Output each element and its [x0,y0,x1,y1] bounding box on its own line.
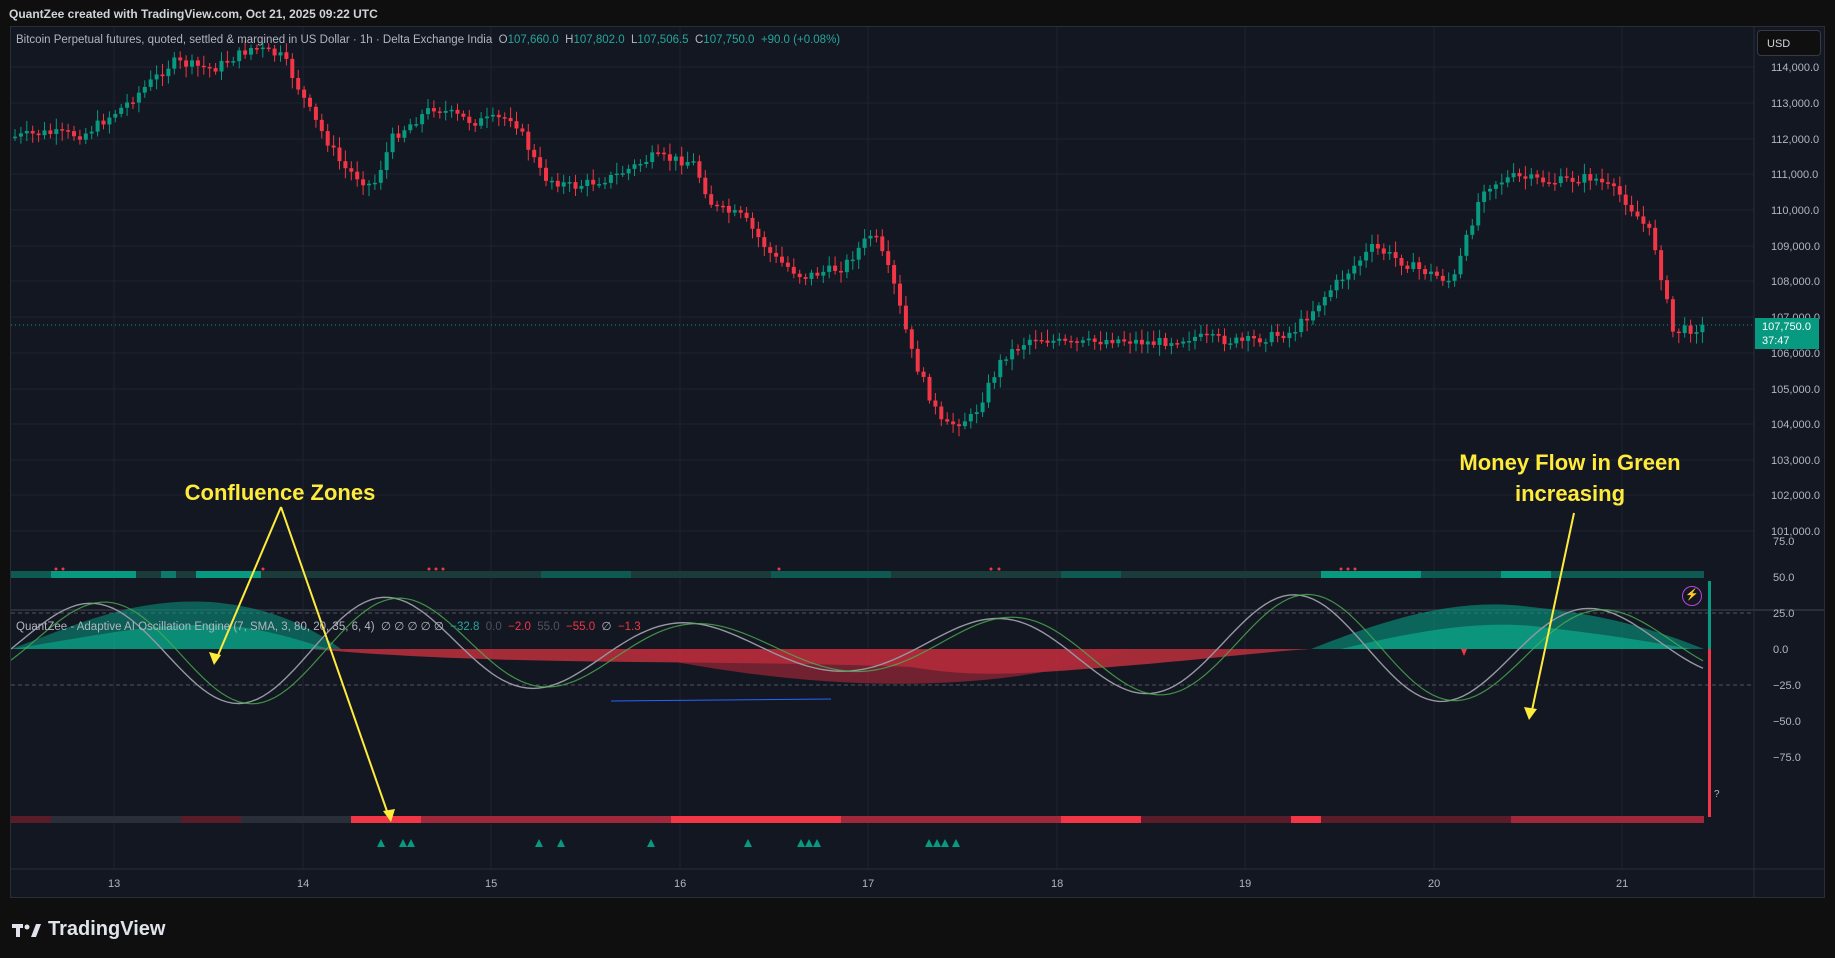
change-value: +90.0 (+0.08%) [760,34,841,46]
annotation-money-flow: Money Flow in Green increasing [1440,447,1700,509]
indicator-value-3: −2.0 [508,621,531,633]
price-axis-label: 110,000.0 [1771,205,1819,217]
osc-question-mark[interactable]: ? [1714,789,1720,800]
high-label: H [565,34,574,46]
price-axis-label: 111,000.0 [1771,169,1818,181]
tradingview-brand-text: TradingView [48,918,166,940]
osc-axis-label: −50.0 [1773,716,1801,728]
close-value: 107,750.0 [703,34,755,46]
credit-bar: QuantZee created with TradingView.com, O… [0,0,1835,26]
time-axis-label: 15 [485,878,497,890]
price-axis-label: 104,000.0 [1771,419,1820,431]
symbol-description: Bitcoin Perpetual futures, quoted, settl… [16,34,493,46]
time-axis-label: 21 [1616,878,1628,890]
price-axis-label: 114,000.0 [1771,62,1819,74]
indicator-empty-values: ∅ ∅ ∅ ∅ ∅ [381,621,444,633]
price-axis-label: 109,000.0 [1771,241,1820,253]
annotation-money-flow-line1: Money Flow in Green [1459,450,1681,475]
time-axis-label: 13 [108,878,120,890]
close-label: C [694,34,704,46]
time-axis-label: 17 [862,878,874,890]
chart-canvas[interactable]: 114,000.0 113,000.0 112,000.0 111,000.0 110,… [11,27,1824,897]
price-axis-label: 105,000.0 [1771,384,1820,396]
osc-axis-label: −25.0 [1773,680,1801,692]
last-price-value: 107,750.0 [1762,321,1811,333]
bar-countdown: 37:47 [1762,335,1790,347]
osc-axis-label: −75.0 [1773,752,1801,764]
time-axis-label: 20 [1428,878,1440,890]
chart-area[interactable]: 114,000.0 113,000.0 112,000.0 111,000.0 110,… [10,26,1825,898]
indicator-value-1: −32.8 [450,621,480,633]
price-axis-label: 112,000.0 [1771,134,1819,146]
low-value: 107,506.5 [637,34,689,46]
price-axis-label: 103,000.0 [1771,455,1820,467]
high-value: 107,802.0 [573,34,625,46]
indicator-value-2: 0.0 [485,621,502,633]
open-value: 107,660.0 [507,34,559,46]
open-label: O [498,34,508,46]
annotation-confluence-zones: Confluence Zones [184,480,376,505]
tradingview-logo[interactable]: TradingView [12,918,165,941]
currency-button[interactable]: USD [1757,30,1821,56]
indicator-value-6: ∅ [601,621,612,633]
indicator-value-7: −1.3 [617,621,641,633]
price-axis-label: 101,000.0 [1771,526,1820,538]
price-axis-label: 108,000.0 [1771,276,1820,288]
time-axis-label: 18 [1051,878,1063,890]
time-axis-label: 14 [297,878,309,890]
annotation-money-flow-line2: increasing [1514,481,1626,506]
osc-axis-label: 0.0 [1773,644,1788,656]
price-axis-label: 106,000.0 [1771,348,1820,360]
price-axis-label: 102,000.0 [1771,490,1820,502]
lightning-icon[interactable]: ⚡ [1682,586,1702,606]
indicator-name: QuantZee - Adaptive AI Oscillation Engin… [16,621,375,633]
osc-axis-label: 75.0 [1773,536,1794,548]
low-label: L [631,34,638,46]
indicator-value-5: −55.0 [566,621,596,633]
time-axis-label: 16 [674,878,686,890]
osc-axis-label: 25.0 [1773,608,1794,620]
indicator-value-4: 55.0 [537,621,560,633]
main-legend: Bitcoin Perpetual futures, quoted, settl… [16,34,840,46]
indicator-legend[interactable]: QuantZee - Adaptive AI Oscillation Engin… [16,619,641,633]
price-axis-label: 113,000.0 [1771,98,1819,110]
footer: TradingView [0,898,1835,958]
tradingview-logo-icon [12,923,41,937]
time-axis-label: 19 [1239,878,1251,890]
osc-axis-label: 50.0 [1773,572,1794,584]
credit-text: QuantZee created with TradingView.com, O… [9,7,378,21]
last-price-badge: 107,750.0 37:47 [1755,318,1819,349]
